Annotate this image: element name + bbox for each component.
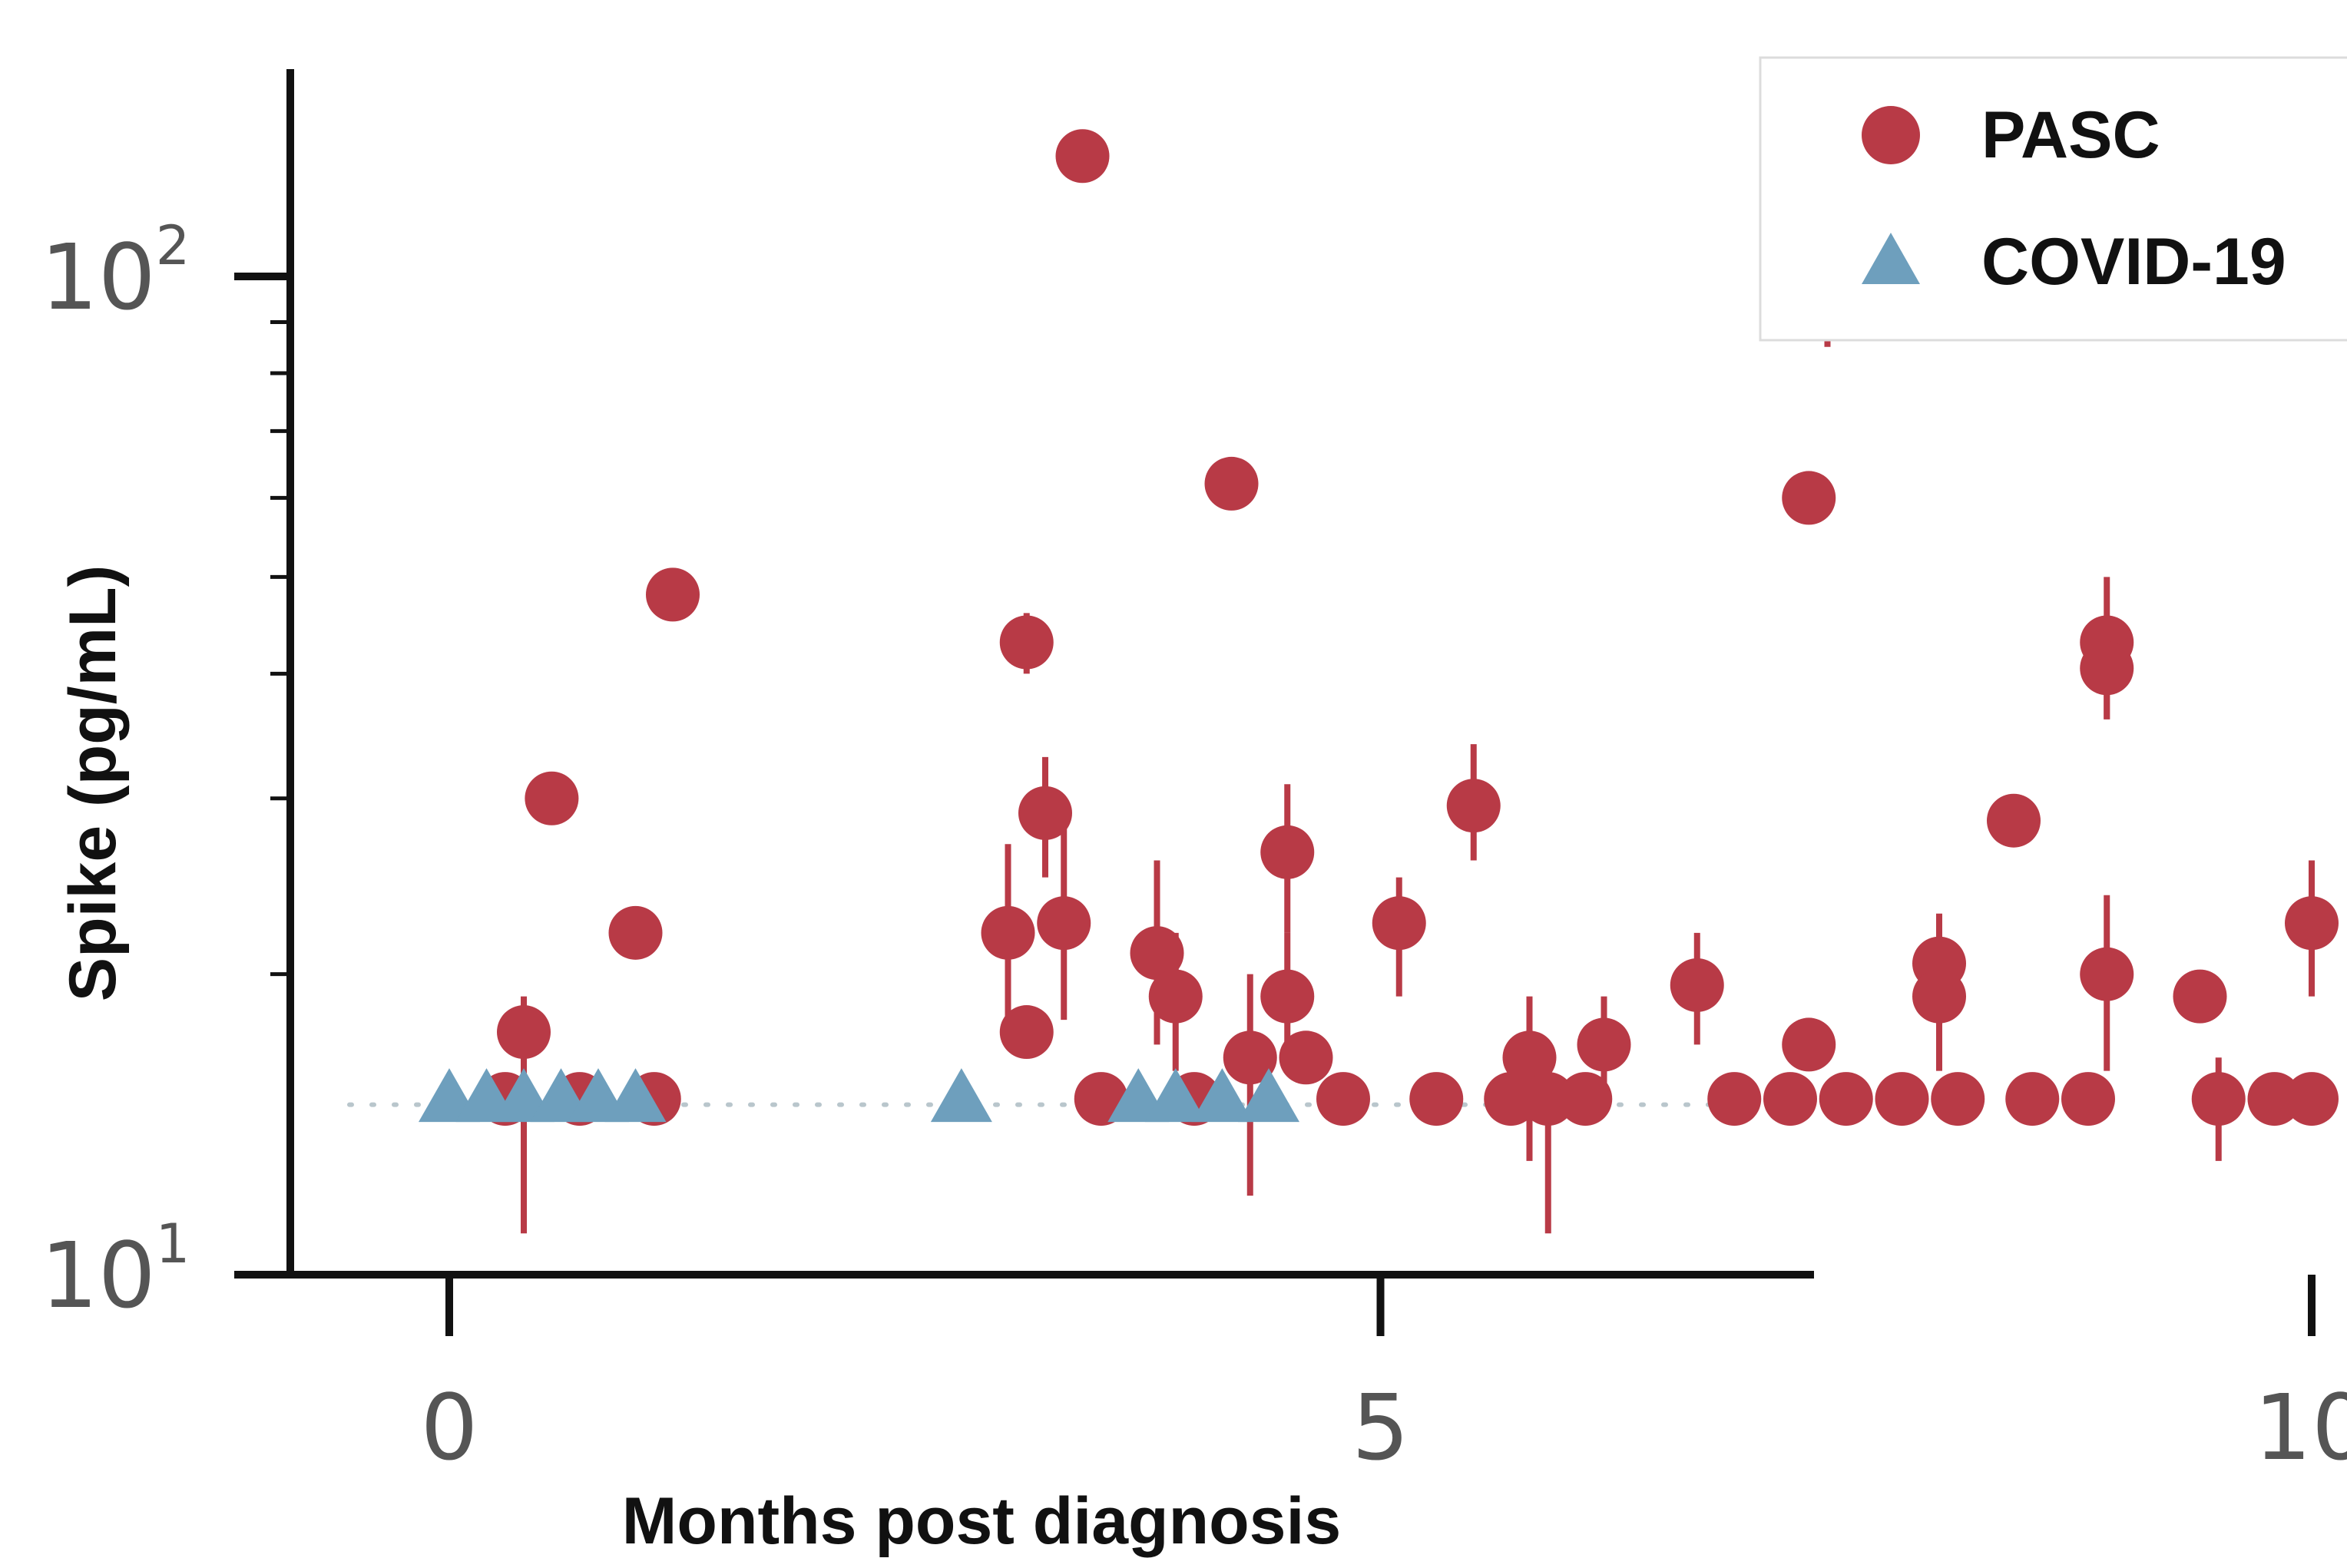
pasc-data-point	[1670, 958, 1724, 1012]
pasc-data-point	[1316, 1072, 1370, 1126]
pasc-data-point	[1987, 793, 2041, 848]
pasc-data-point	[1819, 1072, 1873, 1126]
pasc-data-point	[1409, 1072, 1464, 1126]
legend-covid-label: COVID-19	[1981, 225, 2286, 299]
covid-data-point	[604, 1068, 667, 1123]
pasc-data-point	[1037, 896, 1091, 951]
pasc-data-point	[1018, 786, 1072, 840]
pasc-data-point	[981, 905, 1035, 960]
pasc-data-point	[1763, 1072, 1817, 1126]
pasc-data-point	[2247, 1072, 2302, 1126]
pasc-data-point	[1130, 926, 1184, 981]
pasc-data-point	[1707, 1072, 1762, 1126]
pasc-data-point	[2005, 1072, 2060, 1126]
pasc-data-point	[2080, 947, 2134, 1001]
covid-data-point	[1144, 1068, 1207, 1123]
x-ticks: 0 5 10	[420, 1275, 2347, 1480]
pasc-data-point	[1148, 969, 1203, 1024]
pasc-data-point	[1223, 1030, 1277, 1085]
y-tick-label-exponent: 2	[156, 214, 190, 277]
pasc-data-point	[1912, 969, 1966, 1024]
pasc-data-point	[1372, 896, 1426, 951]
covid-data-point	[1191, 1068, 1253, 1123]
y-axis-title: Spike (pg/mL)	[56, 565, 130, 1002]
pasc-data-point	[1446, 779, 1501, 833]
y-minor-ticks	[270, 319, 290, 977]
legend-pasc-marker	[1862, 106, 1920, 164]
y-tick-label: 101	[41, 1212, 190, 1328]
pasc-data-point	[525, 771, 579, 825]
y-tick-label-exponent: 1	[156, 1212, 190, 1275]
x-tick-label: 0	[420, 1374, 478, 1480]
pasc-data-point	[1577, 1017, 1631, 1072]
pasc-data-point	[608, 905, 663, 960]
legend-box	[1759, 56, 2347, 342]
pasc-data-point	[1279, 1030, 1333, 1085]
pasc-data-point	[2061, 1072, 2115, 1126]
x-tick-label: 10	[2254, 1374, 2347, 1480]
pasc-data-point	[2173, 969, 2227, 1024]
pasc-data-point	[2080, 641, 2134, 696]
pasc-data-point	[2285, 1072, 2339, 1126]
pasc-data-point	[1055, 129, 1110, 184]
pasc-data-point	[999, 1005, 1054, 1060]
pasc-data-point	[497, 1005, 551, 1060]
pasc-data-point	[1558, 1072, 1613, 1126]
legend: PASC COVID-19	[1759, 56, 2347, 342]
pasc-data-point	[1260, 969, 1315, 1024]
covid-data-point	[1238, 1068, 1299, 1123]
pasc-data-point	[999, 615, 1054, 670]
pasc-data-point	[1260, 825, 1315, 879]
pasc-data-point	[646, 567, 700, 622]
pasc-data-point	[1204, 456, 1259, 511]
legend-pasc-label: PASC	[1981, 98, 2160, 172]
pasc-points-layer	[478, 129, 2339, 1126]
pasc-data-point	[1782, 1017, 1836, 1072]
y-tick-label: 102	[41, 214, 190, 330]
legend-covid-marker	[1862, 233, 1920, 284]
pasc-data-point	[2285, 896, 2339, 951]
covid-data-point	[930, 1068, 992, 1123]
pasc-data-point	[1782, 471, 1836, 525]
x-axis-title: Months post diagnosis	[622, 1484, 1341, 1558]
pasc-data-point	[2191, 1072, 2246, 1126]
pasc-data-point	[1484, 1072, 1538, 1126]
x-tick-label: 5	[1352, 1374, 1409, 1480]
y-tick-label-base: 10	[41, 224, 156, 330]
pasc-data-point	[1931, 1072, 1985, 1126]
pasc-data-point	[1502, 1030, 1557, 1085]
covid-points-layer	[419, 1068, 1299, 1123]
pasc-data-point	[1521, 1072, 1575, 1126]
y-tick-label-base: 10	[41, 1222, 156, 1328]
pasc-data-point	[1875, 1072, 1929, 1126]
